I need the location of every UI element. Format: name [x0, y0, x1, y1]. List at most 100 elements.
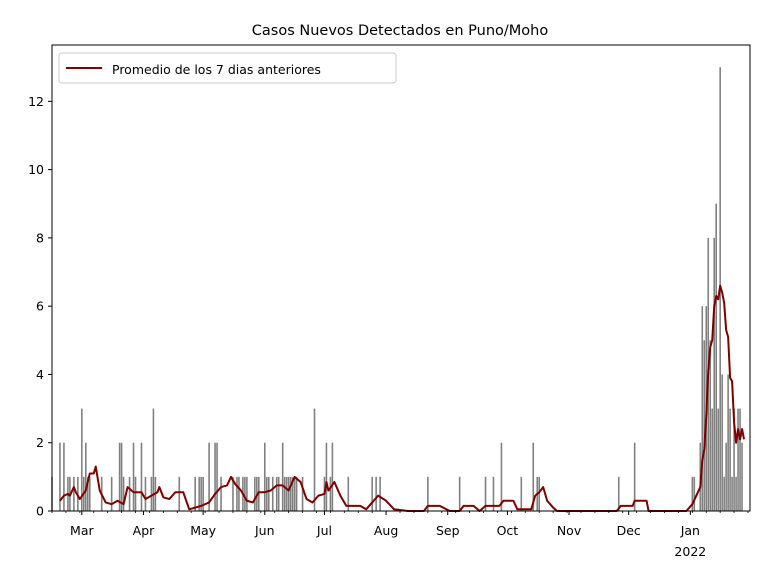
bar — [287, 476, 290, 511]
bar — [122, 476, 125, 511]
bar — [85, 442, 87, 511]
bar — [178, 476, 181, 511]
y-tick-label: 12 — [28, 94, 44, 109]
bar — [289, 476, 292, 511]
x-tick-label: Sep — [436, 523, 460, 538]
bar — [729, 408, 731, 511]
bar — [244, 476, 246, 511]
bar — [214, 442, 216, 511]
bar — [208, 442, 210, 511]
bar — [379, 476, 381, 511]
bar — [277, 476, 280, 511]
bar — [739, 408, 741, 511]
x-tick-label: Dec — [617, 523, 641, 538]
legend-box — [58, 52, 397, 84]
bar — [232, 476, 234, 511]
bar — [721, 374, 723, 511]
bar — [194, 476, 196, 511]
bar — [295, 476, 298, 511]
bar — [275, 476, 278, 511]
x-tick-label: Jul — [316, 523, 332, 538]
chart-title: Casos Nuevos Detectados en Puno/Moho — [252, 23, 549, 39]
bar — [520, 476, 523, 511]
bar — [492, 476, 495, 511]
x-tick-label: Oct — [497, 523, 519, 538]
bar — [86, 476, 89, 511]
bar — [617, 476, 620, 511]
bar — [375, 476, 377, 511]
bar — [118, 442, 121, 511]
bar — [63, 442, 65, 511]
bar — [325, 442, 328, 511]
bar — [723, 476, 725, 511]
y-axis: 0 2 4 6 8 10 12 — [28, 94, 52, 519]
bar — [134, 476, 137, 511]
bar — [271, 476, 274, 511]
y-tick-label: 0 — [36, 504, 44, 519]
x-tick-label: Jun — [254, 523, 275, 538]
bar — [484, 476, 487, 511]
x-tick-label: Jan — [680, 523, 700, 538]
bar — [733, 408, 735, 511]
bar — [731, 476, 733, 511]
bar — [691, 476, 694, 511]
bar — [715, 203, 717, 511]
bar — [132, 442, 135, 511]
y-tick-label: 8 — [36, 230, 44, 245]
bar — [703, 340, 706, 511]
bar — [735, 476, 737, 511]
bar — [236, 476, 238, 511]
x-axis: Mar Apr May Jun Jul Aug Sep Oct Nov Dec Jan 2022 — [51, 511, 749, 559]
series-line — [59, 284, 746, 512]
plot-frame — [51, 44, 751, 512]
bar — [110, 476, 113, 511]
bar — [263, 442, 266, 511]
bar — [220, 476, 222, 511]
bar — [216, 442, 218, 511]
bar — [371, 476, 373, 511]
bar — [301, 476, 304, 511]
y-tick-label: 6 — [36, 299, 44, 314]
bar — [633, 442, 636, 511]
legend: Promedio de los 7 dias anteriores — [58, 52, 397, 84]
bar — [128, 476, 131, 511]
bar — [238, 476, 240, 511]
bar — [293, 476, 296, 511]
x-tick-label: Nov — [557, 523, 582, 538]
bar — [711, 408, 714, 511]
bar — [458, 476, 461, 511]
bar — [313, 408, 316, 511]
bar — [200, 476, 202, 511]
bar — [88, 476, 91, 511]
bar — [538, 476, 541, 511]
bar — [741, 442, 743, 511]
line-series — [59, 284, 746, 512]
bar — [427, 476, 429, 511]
bar — [500, 442, 503, 511]
bar — [283, 476, 286, 511]
bar — [152, 408, 155, 511]
bar — [532, 442, 535, 511]
bar — [265, 476, 268, 511]
bar — [281, 442, 284, 511]
bar — [144, 476, 147, 511]
bar — [291, 476, 294, 511]
bar — [120, 442, 123, 511]
bar — [59, 442, 61, 511]
bar — [331, 442, 334, 511]
bar — [267, 476, 270, 511]
x-tick-label: Aug — [374, 523, 398, 538]
x-tick-label: Mar — [70, 523, 94, 538]
bar — [202, 476, 204, 511]
bar — [347, 476, 350, 511]
x-tick-label: Apr — [133, 523, 155, 538]
y-tick-label: 4 — [36, 367, 44, 382]
bar — [701, 306, 704, 511]
bar — [717, 408, 719, 511]
x-tick-label: May — [190, 523, 216, 538]
bar — [140, 442, 143, 511]
bar — [725, 442, 727, 511]
bar — [737, 408, 739, 511]
bar — [73, 476, 75, 511]
